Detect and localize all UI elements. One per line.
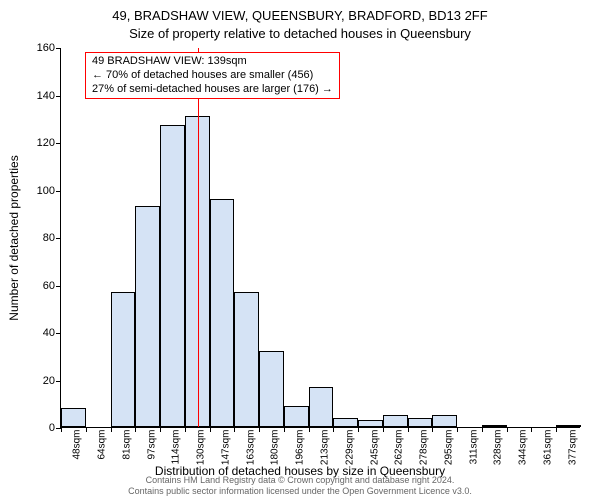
histogram-bar bbox=[432, 415, 457, 427]
x-tick bbox=[408, 427, 409, 432]
x-tick bbox=[383, 427, 384, 432]
x-tick-label: 196sqm bbox=[295, 430, 306, 466]
reference-annotation-box: 49 BRADSHAW VIEW: 139sqm← 70% of detache… bbox=[85, 52, 340, 99]
histogram-plot-area: 02040608010012014016048sqm64sqm81sqm97sq… bbox=[60, 48, 580, 428]
x-tick-label: 361sqm bbox=[542, 430, 553, 466]
x-tick bbox=[86, 427, 87, 432]
x-tick bbox=[160, 427, 161, 432]
histogram-bar bbox=[482, 425, 507, 427]
y-tick bbox=[56, 333, 61, 334]
x-tick-label: 48sqm bbox=[72, 430, 83, 460]
x-tick bbox=[556, 427, 557, 432]
annotation-line: 27% of semi-detached houses are larger (… bbox=[92, 83, 333, 97]
x-tick-label: 163sqm bbox=[245, 430, 256, 466]
x-tick-label: 295sqm bbox=[443, 430, 454, 466]
histogram-bar bbox=[556, 425, 581, 427]
x-tick bbox=[333, 427, 334, 432]
y-axis-title: Number of detached properties bbox=[7, 155, 21, 320]
x-tick-label: 328sqm bbox=[493, 430, 504, 466]
x-tick-label: 213sqm bbox=[320, 430, 331, 466]
y-tick bbox=[56, 96, 61, 97]
x-tick bbox=[531, 427, 532, 432]
y-tick-label: 60 bbox=[21, 280, 55, 292]
y-tick-label: 140 bbox=[21, 90, 55, 102]
x-tick bbox=[234, 427, 235, 432]
x-tick-label: 278sqm bbox=[419, 430, 430, 466]
x-tick-label: 311sqm bbox=[468, 430, 479, 465]
x-tick-label: 64sqm bbox=[97, 430, 108, 460]
x-tick bbox=[309, 427, 310, 432]
x-tick-label: 377sqm bbox=[567, 430, 578, 466]
histogram-bar bbox=[160, 125, 185, 427]
x-tick bbox=[61, 427, 62, 432]
histogram-bar bbox=[333, 418, 358, 428]
x-tick-label: 344sqm bbox=[518, 430, 529, 466]
annotation-line: ← 70% of detached houses are smaller (45… bbox=[92, 69, 333, 83]
annotation-line: 49 BRADSHAW VIEW: 139sqm bbox=[92, 55, 333, 69]
x-tick-label: 130sqm bbox=[196, 430, 207, 466]
y-tick bbox=[56, 143, 61, 144]
y-tick-label: 80 bbox=[21, 232, 55, 244]
histogram-bar bbox=[135, 206, 160, 427]
x-tick bbox=[432, 427, 433, 432]
x-tick-label: 262sqm bbox=[394, 430, 405, 466]
footer-line-2: Contains public sector information licen… bbox=[0, 486, 600, 496]
y-tick-label: 120 bbox=[21, 137, 55, 149]
x-tick bbox=[284, 427, 285, 432]
footer-attribution: Contains HM Land Registry data © Crown c… bbox=[0, 475, 600, 496]
x-tick-label: 81sqm bbox=[121, 430, 132, 460]
reference-line bbox=[198, 48, 199, 427]
histogram-bar bbox=[234, 292, 259, 427]
x-tick-label: 147sqm bbox=[220, 430, 231, 466]
y-tick-label: 20 bbox=[21, 375, 55, 387]
x-tick bbox=[482, 427, 483, 432]
chart-title-address: 49, BRADSHAW VIEW, QUEENSBURY, BRADFORD,… bbox=[0, 8, 600, 23]
x-tick bbox=[507, 427, 508, 432]
histogram-bar bbox=[210, 199, 235, 427]
x-tick-label: 97sqm bbox=[146, 430, 157, 460]
y-tick-label: 40 bbox=[21, 327, 55, 339]
footer-line-1: Contains HM Land Registry data © Crown c… bbox=[0, 475, 600, 485]
y-tick bbox=[56, 381, 61, 382]
y-tick-label: 160 bbox=[21, 42, 55, 54]
y-tick bbox=[56, 238, 61, 239]
chart-title-subtitle: Size of property relative to detached ho… bbox=[0, 26, 600, 41]
y-tick bbox=[56, 48, 61, 49]
x-tick-label: 245sqm bbox=[369, 430, 380, 466]
x-tick bbox=[185, 427, 186, 432]
x-tick bbox=[457, 427, 458, 432]
histogram-bar bbox=[309, 387, 334, 427]
x-tick bbox=[135, 427, 136, 432]
x-tick-label: 229sqm bbox=[344, 430, 355, 466]
histogram-bar bbox=[408, 418, 433, 428]
histogram-bar bbox=[284, 406, 309, 427]
x-tick bbox=[210, 427, 211, 432]
y-tick bbox=[56, 286, 61, 287]
histogram-bar bbox=[61, 408, 86, 427]
histogram-bar bbox=[111, 292, 136, 427]
histogram-bar bbox=[383, 415, 408, 427]
y-tick-label: 100 bbox=[21, 185, 55, 197]
x-tick-label: 180sqm bbox=[270, 430, 281, 466]
x-tick bbox=[259, 427, 260, 432]
x-tick bbox=[358, 427, 359, 432]
histogram-bar bbox=[259, 351, 284, 427]
x-tick-label: 114sqm bbox=[171, 430, 182, 465]
y-tick-label: 0 bbox=[21, 422, 55, 434]
x-tick bbox=[111, 427, 112, 432]
y-tick bbox=[56, 191, 61, 192]
histogram-bar bbox=[358, 420, 383, 427]
